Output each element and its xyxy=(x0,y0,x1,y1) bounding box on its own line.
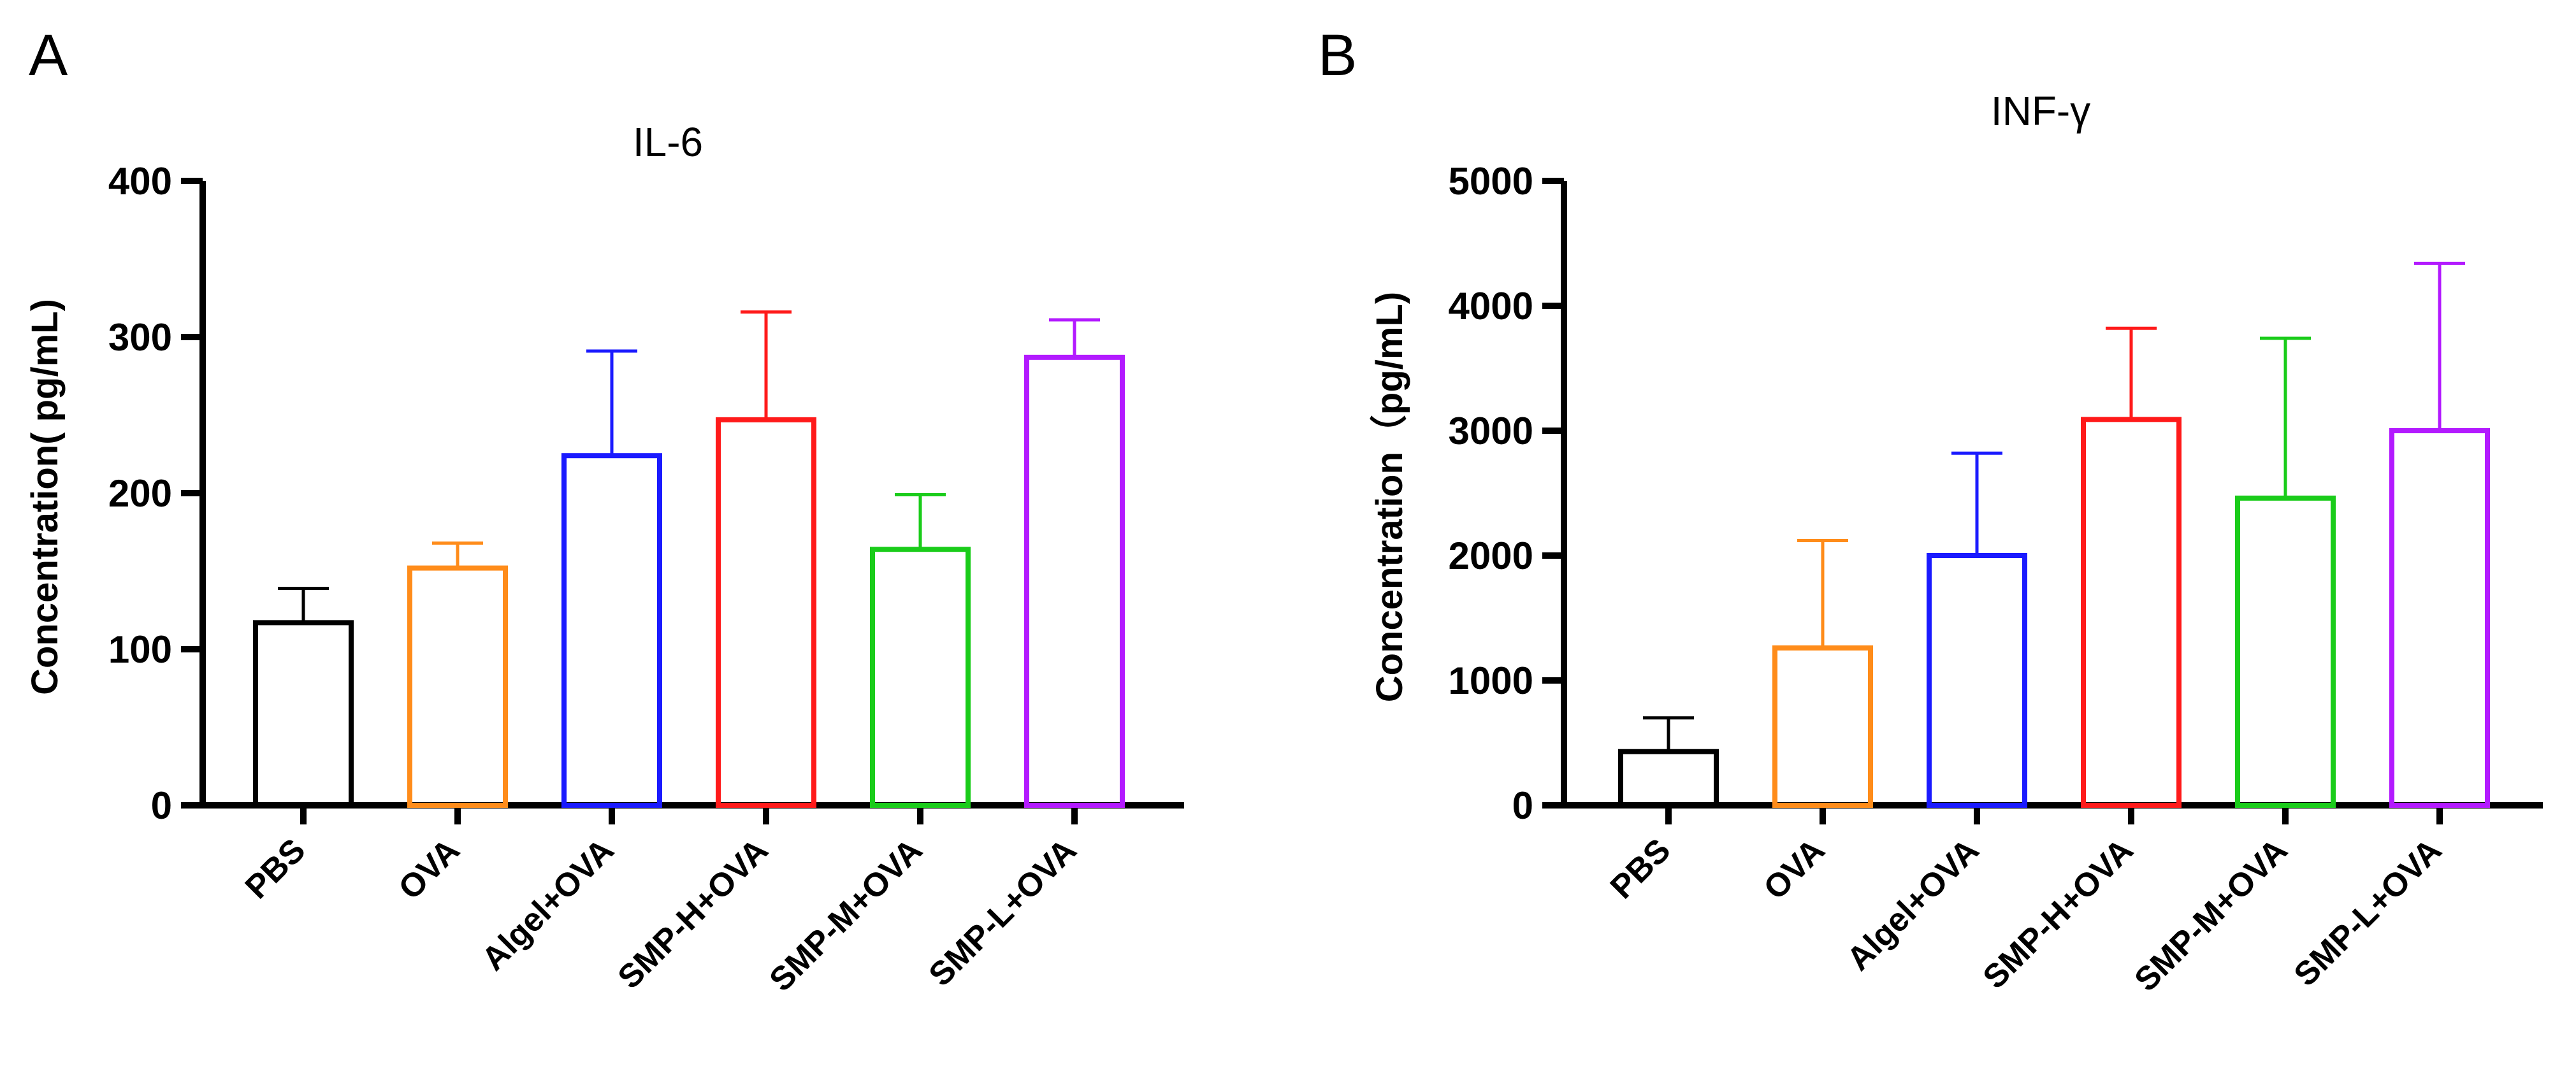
bar-group xyxy=(2389,261,2490,808)
bars-a xyxy=(253,310,1125,808)
y-axis-label-a: Concentration( pg/mL) xyxy=(24,299,66,695)
bar-group xyxy=(2081,326,2182,808)
bar xyxy=(2081,417,2182,808)
x-tick-label: OVA xyxy=(1757,831,1832,907)
y-tick-label: 100 xyxy=(108,628,172,671)
y-ticks-a: 0 100 200 300 400 xyxy=(108,160,203,827)
bar-group xyxy=(1772,538,1873,808)
panel-label-b: B xyxy=(1318,23,1357,88)
chart-title-a: IL-6 xyxy=(633,119,703,165)
y-tick-label: 300 xyxy=(108,316,172,359)
bar xyxy=(407,565,508,808)
x-tick-label: Algel+OVA xyxy=(475,831,621,977)
y-tick-label: 200 xyxy=(108,472,172,515)
bar-group xyxy=(716,310,816,808)
x-tick-label: SMP-M+OVA xyxy=(2127,831,2294,998)
y-axis-label-b: Concentration（pg/mL) xyxy=(1369,292,1410,702)
y-ticks-b: 0 1000 2000 3000 4000 5000 xyxy=(1449,160,1564,827)
y-tick-label: 3000 xyxy=(1449,410,1533,452)
y-tick-label: 5000 xyxy=(1449,160,1533,203)
y-tick-label: 400 xyxy=(108,160,172,203)
y-tick-label: 4000 xyxy=(1449,285,1533,327)
bar-group xyxy=(1927,451,2027,808)
bar-group xyxy=(1024,318,1125,808)
bar xyxy=(253,620,354,808)
x-tick-label: SMP-H+OVA xyxy=(611,831,776,996)
bar xyxy=(561,453,662,808)
x-tick-label: Algel+OVA xyxy=(1840,831,1986,977)
y-tick-label: 2000 xyxy=(1449,535,1533,577)
bar xyxy=(1927,553,2027,808)
bar-group xyxy=(561,349,662,808)
bar-group xyxy=(1618,716,1719,808)
bar xyxy=(2389,428,2490,808)
y-tick-label: 1000 xyxy=(1449,659,1533,702)
x-tick-label: SMP-L+OVA xyxy=(2287,831,2449,993)
x-tick-label: OVA xyxy=(392,831,467,907)
bars-b xyxy=(1618,261,2490,809)
bar xyxy=(1772,645,1873,808)
bar xyxy=(2235,495,2336,809)
x-ticks-a: PBS OVA Algel+OVASMP-H+OVASMP-M+OVASMP-L+O… xyxy=(238,805,1084,998)
x-ticks-b: PBS OVA Algel+OVASMP-H+OVASMP-M+OVASMP-L+O… xyxy=(1603,805,2449,998)
bar xyxy=(870,547,971,808)
x-tick-label: SMP-M+OVA xyxy=(762,831,929,998)
chart-panel-b: B INF-γ Concentration（pg/mL) 0 1000 2000 30… xyxy=(1318,23,2543,998)
chart-panel-a: A IL-6 Concentration( pg/mL) 0 100 200 300 4… xyxy=(24,23,1184,998)
x-tick-label: SMP-H+OVA xyxy=(1976,831,2141,996)
x-tick-label: SMP-L+OVA xyxy=(922,831,1084,993)
bar-group xyxy=(253,586,354,808)
chart-title-b: INF-γ xyxy=(1991,88,2090,134)
bar xyxy=(1618,749,1719,808)
bar xyxy=(1024,354,1125,808)
x-tick-label: PBS xyxy=(238,831,313,906)
y-tick-label: 0 xyxy=(151,784,172,827)
bar-group xyxy=(407,541,508,808)
y-tick-label: 0 xyxy=(1512,784,1533,827)
panel-label-a: A xyxy=(29,23,68,88)
x-tick-label: PBS xyxy=(1603,831,1678,906)
bar xyxy=(716,417,816,808)
bar-group xyxy=(2235,336,2336,809)
bar-group xyxy=(870,492,971,808)
